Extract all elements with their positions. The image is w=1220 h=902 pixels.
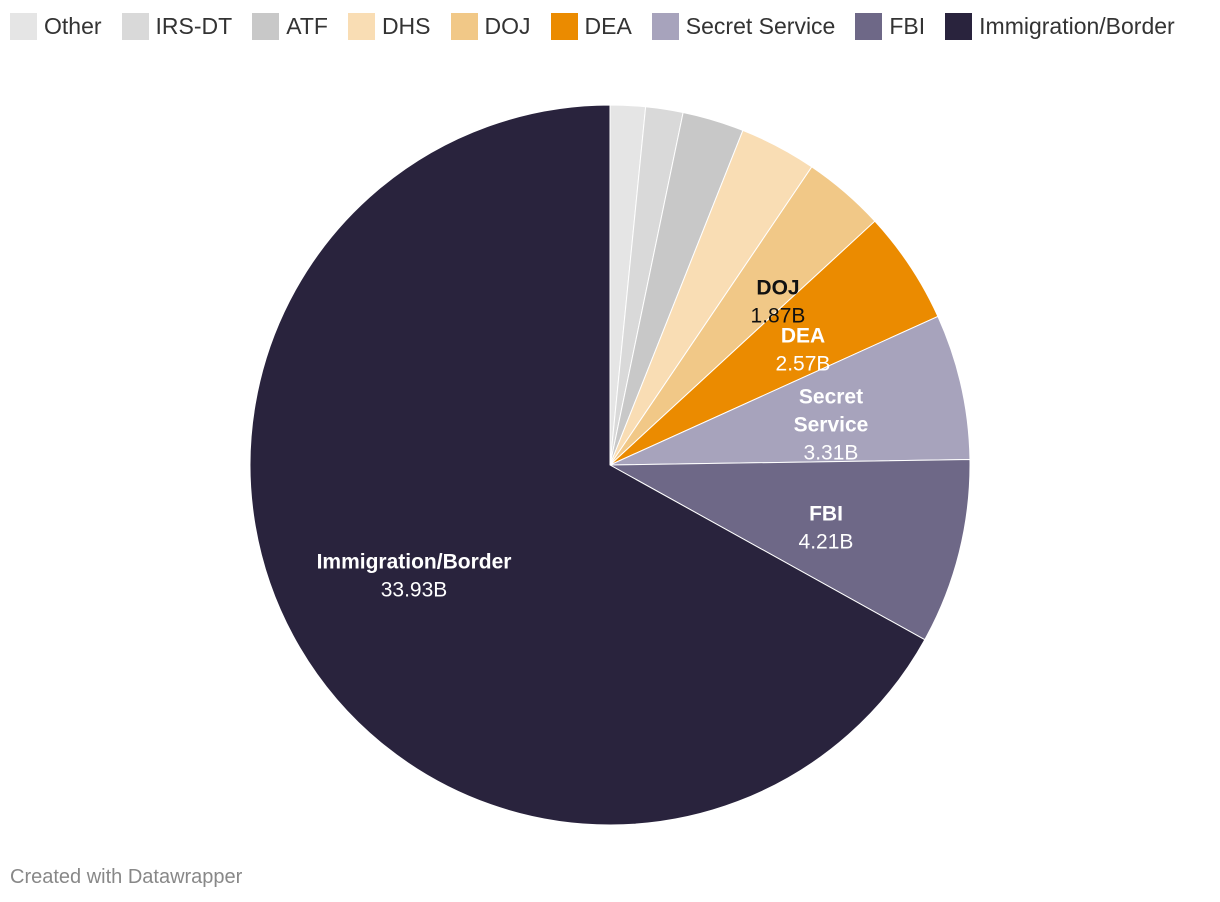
legend-item-immigration-border: Immigration/Border xyxy=(945,13,1175,40)
legend-label: IRS-DT xyxy=(155,13,233,39)
slice-label-secret-service: Secret Service 3.31B xyxy=(794,386,869,465)
legend-item-secret-service: Secret Service xyxy=(651,13,836,40)
legend-label: Secret Service xyxy=(685,13,836,39)
slice-label-value: 33.93B xyxy=(381,579,448,602)
slice-label-name: Immigration/Border xyxy=(317,551,512,574)
legend-item-irs-dt: IRS-DT xyxy=(121,13,233,40)
slice-label-value: 3.31B xyxy=(804,442,859,465)
pie-slice-secret-service xyxy=(609,315,971,466)
slice-label-doj: DOJ 1.87B xyxy=(751,277,806,328)
legend-item-doj: DOJ xyxy=(450,13,531,40)
slice-label-name: Secret xyxy=(799,386,863,409)
pie-slice-fbi xyxy=(608,459,971,641)
slice-label-fbi: FBI 4.21B xyxy=(799,503,854,554)
legend-swatch xyxy=(252,13,280,40)
slice-label-value: 4.21B xyxy=(799,531,854,554)
legend-label: DEA xyxy=(584,13,632,39)
legend-swatch xyxy=(550,13,578,40)
legend-swatch xyxy=(651,13,679,40)
legend-swatch xyxy=(855,13,883,40)
legend-item-dea: DEA xyxy=(550,13,632,40)
legend-swatch xyxy=(347,13,375,40)
slice-label-name: DEA xyxy=(781,325,825,348)
slice-label-dea: DEA 2.57B xyxy=(776,325,831,376)
credit-footer: Created with Datawrapper xyxy=(10,866,243,888)
legend-label: Immigration/Border xyxy=(979,13,1175,39)
legend-swatch xyxy=(450,13,478,40)
legend-label: DHS xyxy=(381,13,431,39)
legend-swatch xyxy=(10,13,37,40)
legend-swatch xyxy=(945,13,973,40)
legend-item-dhs: DHS xyxy=(347,13,431,40)
chart-legend: Other IRS-DT ATF DHS DOJ DEA Secret Service FBI… xyxy=(10,13,1175,40)
slice-label-value: 2.57B xyxy=(776,353,831,376)
slice-label-value: 1.87B xyxy=(751,305,806,328)
legend-swatch xyxy=(121,13,149,40)
legend-item-other: Other xyxy=(10,13,102,40)
legend-label: DOJ xyxy=(484,13,531,39)
legend-label: Other xyxy=(44,13,102,39)
slice-label-name: FBI xyxy=(809,503,843,526)
slice-label-name: DOJ xyxy=(756,277,799,300)
slice-label-name: Service xyxy=(794,414,869,437)
legend-item-fbi: FBI xyxy=(855,13,925,40)
legend-label: FBI xyxy=(889,13,926,39)
legend-item-atf: ATF xyxy=(252,13,328,40)
legend-label: ATF xyxy=(286,13,328,39)
pie-slice-immigration-border xyxy=(249,104,926,826)
slice-label-immigration-border: Immigration/Border 33.93B xyxy=(317,551,512,602)
